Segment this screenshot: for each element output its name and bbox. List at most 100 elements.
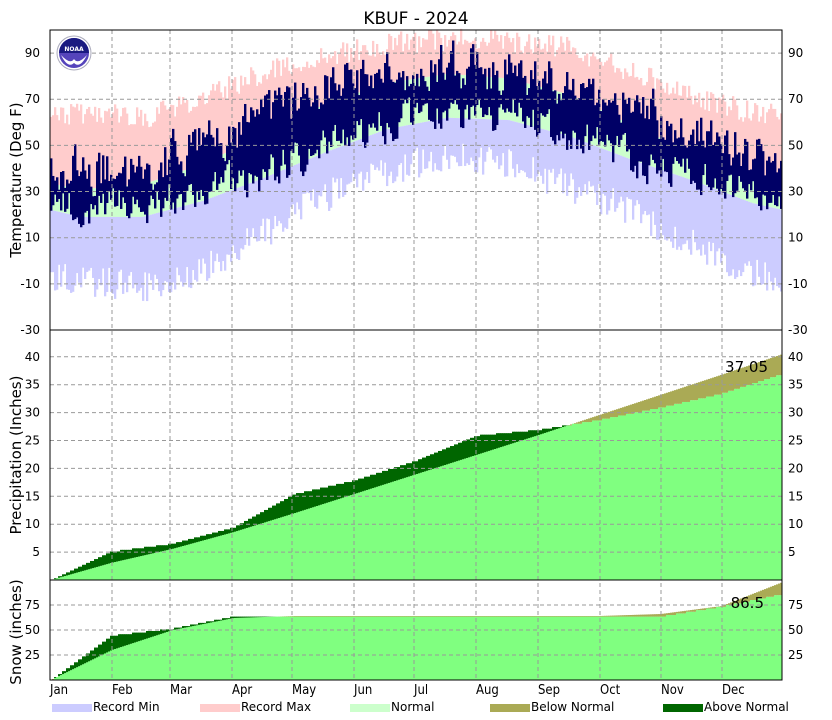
- observed-temp-bar: [472, 44, 475, 106]
- month-label-dec: Dec: [722, 683, 745, 698]
- observed-temp-bar: [330, 77, 333, 147]
- observed-temp-bar: [252, 110, 255, 184]
- observed-temp-bar: [240, 134, 243, 176]
- observed-temp-bar: [434, 64, 437, 129]
- observed-temp-bar: [286, 86, 289, 178]
- observed-temp-bar: [688, 140, 691, 169]
- observed-temp-bar: [460, 88, 463, 128]
- precip-tick-right: 35: [788, 378, 803, 392]
- noaa-logo-text: NOAA: [64, 46, 84, 53]
- precip-tick-left: 5: [32, 545, 40, 559]
- observed-temp-bar: [398, 72, 401, 123]
- observed-temp-bar: [486, 89, 489, 116]
- observed-temp-bar: [590, 84, 593, 142]
- temperature-panel: [50, 28, 783, 302]
- observed-temp-bar: [160, 162, 163, 217]
- observed-temp-bar: [276, 95, 279, 177]
- observed-temp-bar: [506, 74, 509, 109]
- observed-temp-bar: [110, 174, 113, 200]
- month-labels: Jan Feb Mar Apr May Jun Jul Aug Sep Oct Nov Dec: [49, 683, 745, 698]
- observed-temp-bar: [578, 98, 581, 140]
- legend: Record Min Record Max Normal Below Normal Ab…: [52, 700, 789, 714]
- snow-tick-right: 25: [788, 648, 803, 662]
- observed-temp-bar: [156, 182, 159, 192]
- observed-temp-bar: [86, 178, 89, 211]
- observed-temp-bar: [758, 138, 761, 207]
- observed-temp-bar: [446, 67, 449, 121]
- precip-tick-right: 30: [788, 406, 803, 420]
- observed-temp-bar: [168, 159, 171, 185]
- observed-temp-bar: [262, 107, 265, 170]
- precip-tick-left: 15: [25, 489, 40, 503]
- observed-temp-bar: [708, 131, 711, 188]
- observed-temp-bar: [670, 123, 673, 187]
- precip-total-annotation: 37.05: [725, 358, 768, 376]
- observed-temp-bar: [724, 135, 727, 199]
- observed-temp-bar: [484, 68, 487, 115]
- precip-tick-right: 25: [788, 433, 803, 447]
- observed-temp-bar: [50, 158, 53, 211]
- observed-temp-bar: [508, 54, 511, 112]
- observed-temp-bar: [456, 70, 459, 105]
- observed-temp-bar: [752, 159, 755, 182]
- observed-temp-bar: [614, 93, 617, 146]
- observed-temp-bar: [150, 183, 153, 196]
- observed-temp-bar: [248, 122, 251, 173]
- observed-temp-bar: [684, 145, 687, 173]
- observed-temp-bar: [392, 81, 395, 142]
- observed-temp-bar: [478, 67, 481, 101]
- observed-temp-bar: [564, 86, 567, 134]
- observed-temp-bar: [154, 184, 157, 209]
- observed-temp-bar: [726, 130, 729, 181]
- observed-temp-bar: [600, 111, 603, 141]
- observed-temp-bar: [360, 68, 363, 120]
- observed-temp-bar: [722, 153, 725, 193]
- observed-temp-bar: [338, 84, 341, 141]
- observed-temp-bar: [542, 78, 545, 116]
- observed-temp-bar: [620, 122, 623, 140]
- month-label-jul: Jul: [413, 683, 428, 698]
- observed-temp-bar: [738, 152, 741, 177]
- snow-total-annotation: 86.5: [731, 594, 764, 612]
- observed-temp-bar: [134, 172, 137, 205]
- legend-label-above-normal: Above Normal: [704, 700, 789, 714]
- observed-temp-bar: [314, 86, 317, 154]
- temp-tick-right: 90: [788, 46, 803, 60]
- observed-temp-bar: [558, 93, 561, 141]
- observed-temp-bar: [228, 126, 231, 161]
- observed-temp-bar: [340, 95, 343, 144]
- observed-temp-bar: [74, 144, 77, 220]
- observed-temp-bar: [534, 61, 537, 130]
- snow-tick-right: 50: [788, 623, 803, 637]
- month-label-mar: Mar: [170, 683, 192, 698]
- legend-label-record-min: Record Min: [93, 700, 160, 714]
- observed-temp-bar: [704, 147, 707, 165]
- observed-temp-bar: [514, 65, 517, 113]
- observed-temp-bar: [320, 102, 323, 141]
- observed-temp-bar: [474, 64, 477, 116]
- observed-temp-bar: [730, 165, 733, 175]
- observed-temp-bar: [550, 68, 553, 138]
- observed-temp-bar: [216, 128, 219, 190]
- temp-tick-left: 90: [25, 46, 40, 60]
- observed-temp-bar: [246, 121, 249, 198]
- observed-temp-bar: [750, 169, 753, 191]
- observed-temp-bar: [466, 68, 469, 105]
- precip-tick-right: 40: [788, 350, 803, 364]
- observed-temp-bar: [610, 102, 613, 144]
- observed-temp-bar: [194, 129, 197, 207]
- month-label-nov: Nov: [661, 683, 684, 698]
- observed-temp-bar: [394, 82, 397, 139]
- month-label-jan: Jan: [49, 683, 68, 698]
- observed-temp-bar: [432, 72, 435, 122]
- observed-temp-bar: [438, 59, 441, 124]
- temp-tick-left: -10: [20, 277, 40, 291]
- observed-temp-bar: [206, 134, 209, 204]
- observed-temp-bar: [284, 91, 287, 165]
- observed-temp-bar: [682, 137, 685, 159]
- observed-temp-bar: [612, 100, 615, 163]
- observed-temp-bar: [178, 164, 181, 195]
- observed-temp-bar: [138, 155, 141, 208]
- observed-temp-bar: [568, 89, 571, 141]
- observed-temp-bar: [744, 138, 747, 191]
